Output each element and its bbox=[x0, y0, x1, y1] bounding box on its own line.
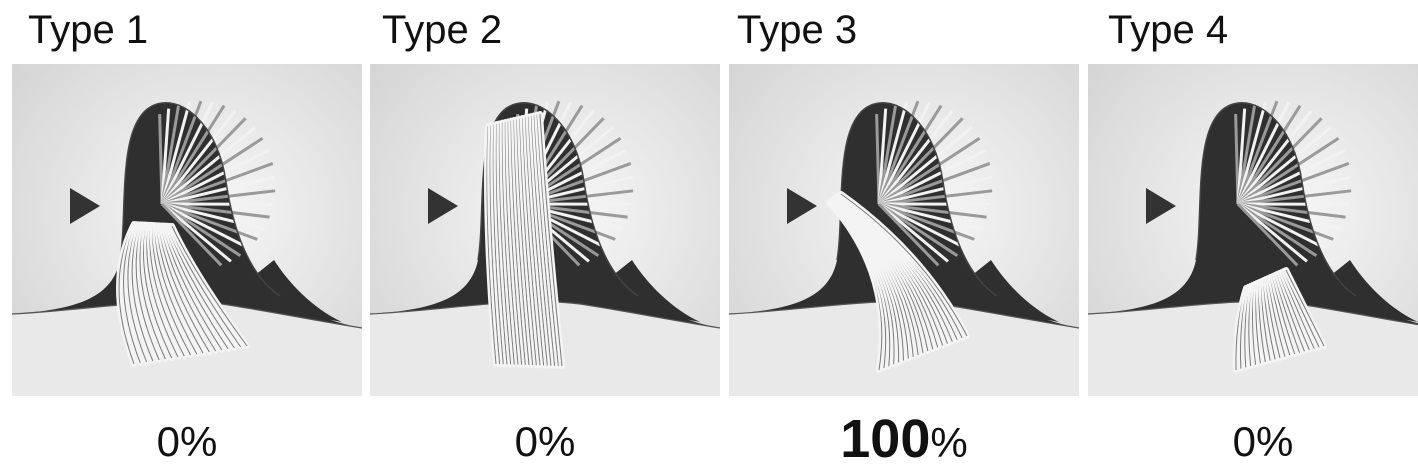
percentage-number: 0 bbox=[514, 418, 538, 465]
variant-ray-bundle bbox=[1232, 267, 1327, 373]
panel-type-3: Type 3 100% bbox=[729, 0, 1079, 474]
panel-title: Type 3 bbox=[737, 8, 858, 52]
percentage-label: 0% bbox=[370, 418, 720, 466]
percentage-label: 100% bbox=[729, 408, 1079, 470]
panel-type-4: Type 4 0% bbox=[1088, 0, 1418, 474]
panel-title: Type 4 bbox=[1108, 8, 1229, 52]
triangle-pointer-icon bbox=[70, 188, 100, 224]
percentage-number: 100 bbox=[840, 409, 931, 469]
rendering-frame bbox=[370, 64, 720, 396]
fin-ray-fan bbox=[1234, 100, 1352, 267]
percentage-sign: % bbox=[538, 418, 576, 465]
percentage-number: 0 bbox=[156, 418, 180, 465]
percentage-sign: % bbox=[930, 419, 968, 466]
panel-type-1: Type 1 0% bbox=[12, 0, 362, 474]
percentage-sign: % bbox=[1256, 418, 1294, 465]
fin-ray-fan bbox=[158, 100, 276, 267]
rendering-frame bbox=[729, 64, 1079, 396]
fin-illustration bbox=[370, 64, 720, 396]
panel-title: Type 2 bbox=[382, 8, 503, 52]
rendering-frame bbox=[12, 64, 362, 396]
percentage-label: 0% bbox=[1088, 418, 1418, 466]
percentage-sign: % bbox=[180, 418, 218, 465]
variant-ray-bundle bbox=[116, 221, 250, 367]
fin-ray-fan bbox=[875, 100, 993, 267]
fin-illustration bbox=[12, 64, 362, 396]
triangle-pointer-icon bbox=[1146, 188, 1176, 224]
percentage-number: 0 bbox=[1232, 418, 1256, 465]
fin-illustration bbox=[1088, 64, 1418, 396]
variant-ray-bundle bbox=[826, 191, 970, 373]
panel-title: Type 1 bbox=[28, 8, 149, 52]
percentage-label: 0% bbox=[12, 418, 362, 466]
fin-illustration bbox=[729, 64, 1079, 396]
rendering-frame bbox=[1088, 64, 1418, 396]
triangle-pointer-icon bbox=[428, 188, 458, 224]
panel-type-2: Type 2 0% bbox=[370, 0, 720, 474]
triangle-pointer-icon bbox=[787, 188, 817, 224]
variant-ray-bundle bbox=[484, 111, 565, 369]
